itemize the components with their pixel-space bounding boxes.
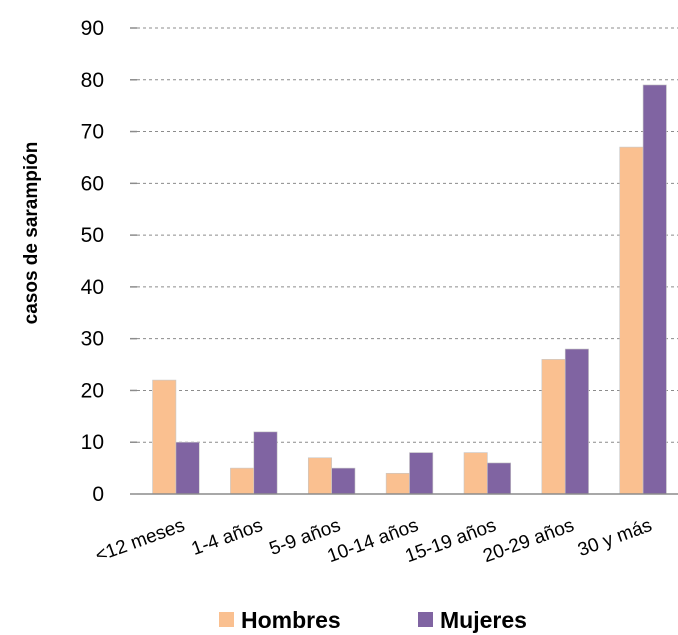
bar-mujeres-6 [642,84,667,495]
bar-mujeres-3 [409,452,434,495]
bar-hombres-2 [307,457,332,495]
gridlines [137,27,678,443]
y-tick-label: 70 [81,121,104,144]
bar-mujeres-5 [564,348,589,495]
y-tick-label: 90 [81,17,104,40]
y-axis-ticks: 0 10 20 30 40 50 60 70 80 90 [81,17,137,506]
x-tick-label: <12 meses [93,515,188,567]
legend-swatch-mujeres [418,612,433,627]
legend: Hombres Mujeres [219,607,527,633]
bar-hombres-4 [463,452,488,495]
y-tick-label: 50 [81,224,104,247]
y-tick-label: 40 [81,276,104,299]
bar-mujeres-2 [331,467,356,495]
bar-hombres-3 [385,472,410,495]
bar-mujeres-4 [487,462,512,495]
bar-hombres-5 [541,359,566,495]
y-tick-label: 60 [81,172,104,195]
y-tick-label: 20 [81,379,104,402]
legend-swatch-hombres [219,612,234,627]
bar-mujeres-0 [175,441,200,495]
legend-label-hombres: Hombres [241,607,341,633]
legend-label-mujeres: Mujeres [440,607,527,633]
y-tick-label: 30 [81,328,104,351]
x-tick-label: 1-4 años [189,515,266,560]
bars [152,84,667,495]
x-tick-label: 30 y más [575,515,655,561]
bar-mujeres-1 [253,431,278,495]
y-tick-label: 10 [81,431,104,454]
y-tick-label: 0 [92,483,104,506]
x-tick-label: 20-29 años [480,515,577,567]
y-tick-label: 80 [81,69,104,92]
bar-hombres-6 [619,146,644,495]
y-axis-label: casos de sarampión [21,142,42,325]
bar-hombres-0 [152,379,177,495]
bar-hombres-1 [230,467,255,495]
